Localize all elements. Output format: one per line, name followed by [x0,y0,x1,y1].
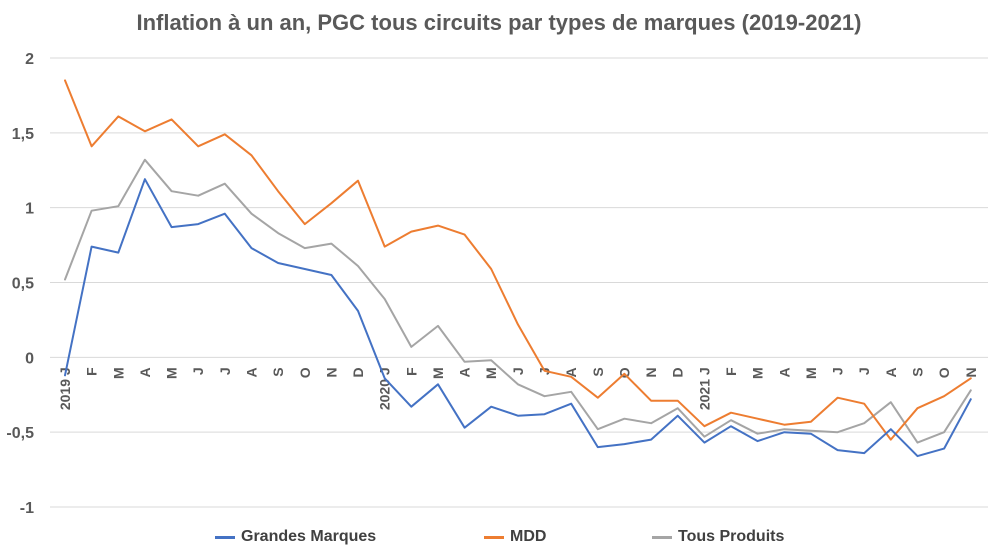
x-tick-label: O [616,367,632,378]
y-tick-label: 0 [25,350,34,367]
series-lines [64,79,972,458]
x-tick-label: F [403,367,419,376]
x-tick-label: F [723,367,739,376]
y-tick-label: -1 [20,500,34,517]
y-tick-label: 2 [25,51,34,68]
y-tick-label: -0,5 [6,425,34,442]
legend-swatch [215,535,235,539]
chart-title: Inflation à un an, PGC tous circuits par… [136,10,862,35]
legend-item-mdd: MDD [484,528,546,546]
x-tick-label: D [350,367,366,377]
x-tick-label: A [563,367,579,377]
x-tick-label: A [883,367,899,377]
x-tick-label: S [270,367,286,376]
x-tick-label: M [110,367,126,379]
series-line-tous-produits [64,158,972,444]
x-tick-label: M [430,367,446,379]
y-tick-label: 1 [25,201,34,218]
x-tick-label: J [190,367,206,375]
x-tick-label: A [457,367,473,377]
x-tick-label: A [243,367,259,377]
y-axis-ticks: 2 1,5 1 0,5 0 -0,5 -1 [6,51,34,517]
gridlines [50,57,988,508]
x-tick-label: M [750,367,766,379]
x-tick-label: M [164,367,180,379]
legend-item-tous-produits: Tous Produits [652,528,784,546]
x-tick-label: F [84,367,100,376]
x-tick-label: S [590,367,606,376]
series-line-grandes-marques [64,178,972,458]
x-tick-label: 2019 J [57,367,73,410]
legend-label: Tous Produits [678,528,785,545]
x-tick-label: 2021 J [696,367,712,410]
legend-item-grandes-marques: Grandes Marques [215,528,376,546]
x-tick-label: J [217,367,233,375]
x-tick-label: N [963,367,979,377]
x-tick-label: J [856,367,872,375]
x-tick-label: M [803,367,819,379]
x-tick-label: J [510,367,526,375]
series-line-mdd [64,79,972,441]
chart-legend: Grandes Marques MDD Tous Produits [0,528,998,552]
x-tick-label: M [483,367,499,379]
x-tick-label: O [297,367,313,378]
legend-label: Grandes Marques [241,528,377,545]
x-tick-label: J [830,367,846,375]
x-tick-label: S [909,367,925,376]
legend-swatch [484,535,504,539]
y-tick-label: 0,5 [12,276,34,293]
x-axis-ticks: 2019 J F M A M J J A S O N D 2020 J F M A M J J A S O N D 2021 J… [57,367,979,410]
x-tick-label: N [643,367,659,377]
x-tick-label: A [137,367,153,377]
x-tick-label: O [936,367,952,378]
y-tick-label: 1,5 [12,126,34,143]
legend-swatch [652,535,672,539]
x-tick-label: 2020 J [377,367,393,410]
x-tick-label: N [323,367,339,377]
legend-label: MDD [510,528,547,545]
x-tick-label: D [670,367,686,377]
x-tick-label: A [776,367,792,377]
